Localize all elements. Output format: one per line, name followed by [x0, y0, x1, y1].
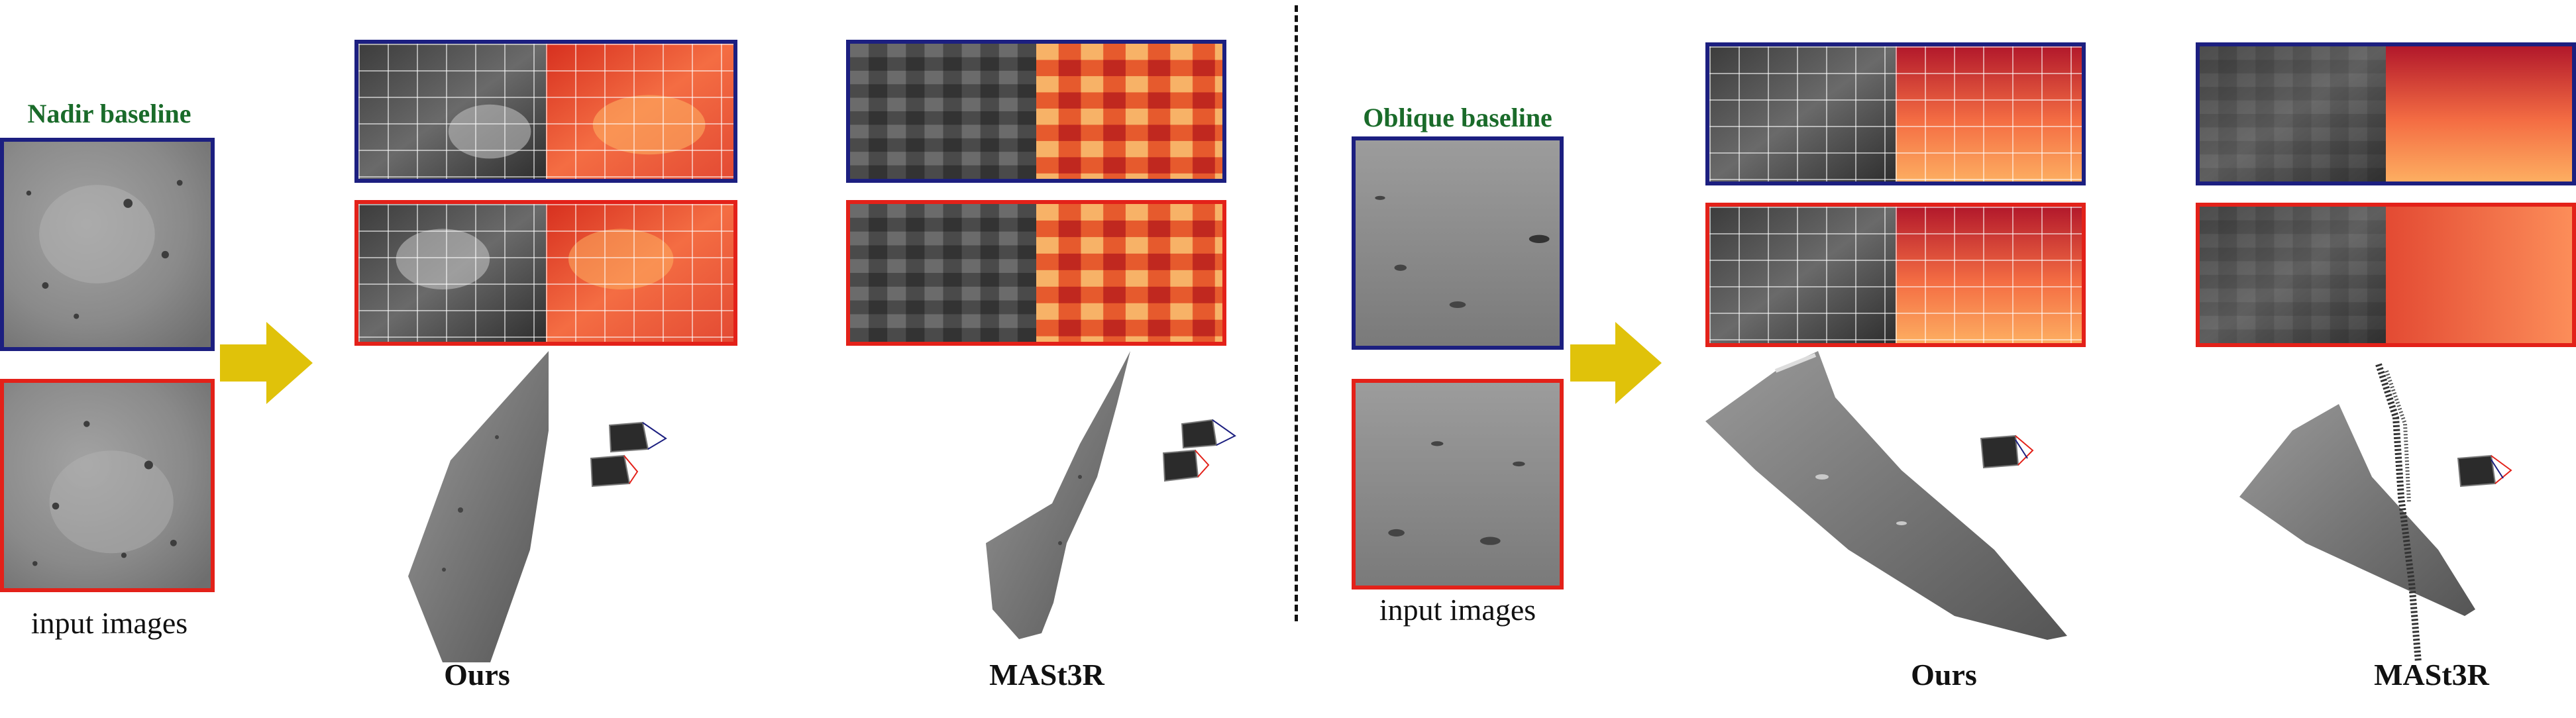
camera-frustum-icon	[1162, 419, 1236, 482]
nadir-input-image-1	[0, 138, 215, 351]
nadir-input-image-2	[0, 379, 215, 592]
mast3r-nadir-view1-maps	[846, 40, 1226, 183]
camera-frustum-icon	[2457, 454, 2512, 487]
normal-map	[2200, 46, 2386, 181]
method-label-mast3r-left: MASt3R	[989, 658, 1104, 692]
error-heatmap	[546, 204, 733, 342]
ours-oblique-view2-maps	[1705, 203, 2086, 347]
ours-oblique-reconstruction	[1703, 351, 2074, 642]
camera-frustum-icon	[1980, 435, 2034, 469]
error-heatmap	[1896, 207, 2082, 343]
nadir-baseline-label: Nadir baseline	[27, 99, 191, 128]
normal-map	[358, 204, 546, 342]
error-heatmap	[546, 44, 733, 179]
ours-nadir-view1-maps	[354, 40, 737, 183]
panel-divider	[1295, 5, 1298, 621]
error-heatmap	[1896, 46, 2082, 181]
oblique-baseline-label: Oblique baseline	[1363, 103, 1552, 132]
oblique-input-image-1	[1352, 136, 1564, 350]
error-heatmap	[2386, 46, 2572, 181]
method-label-mast3r-right: MASt3R	[2374, 658, 2489, 692]
normal-map	[850, 204, 1036, 342]
right-arrow-icon	[220, 322, 313, 404]
right-arrow-icon	[1570, 322, 1662, 404]
mast3r-oblique-reconstruction	[2239, 363, 2557, 669]
mast3r-oblique-view2-maps	[2196, 203, 2576, 347]
camera-frustum-icon	[590, 421, 667, 487]
normal-map	[358, 44, 546, 179]
mast3r-oblique-view1-maps	[2196, 42, 2576, 185]
normal-map	[1709, 46, 1896, 181]
method-label-ours-right: Ours	[1911, 658, 1977, 692]
ours-nadir-reconstruction	[398, 351, 676, 662]
normal-map	[1709, 207, 1896, 343]
error-heatmap	[1036, 204, 1222, 342]
ours-oblique-view1-maps	[1705, 42, 2086, 185]
error-heatmap	[1036, 44, 1222, 179]
oblique-input-image-2	[1352, 379, 1564, 590]
normal-map	[850, 44, 1036, 179]
mast3r-nadir-reconstruction	[981, 344, 1259, 649]
input-images-label-left: input images	[30, 606, 188, 640]
mast3r-nadir-view2-maps	[846, 200, 1226, 346]
normal-map	[2200, 207, 2386, 343]
method-label-ours-left: Ours	[444, 658, 510, 692]
input-images-label-right: input images	[1379, 593, 1536, 627]
error-heatmap	[2386, 207, 2572, 343]
ours-nadir-view2-maps	[354, 200, 737, 346]
